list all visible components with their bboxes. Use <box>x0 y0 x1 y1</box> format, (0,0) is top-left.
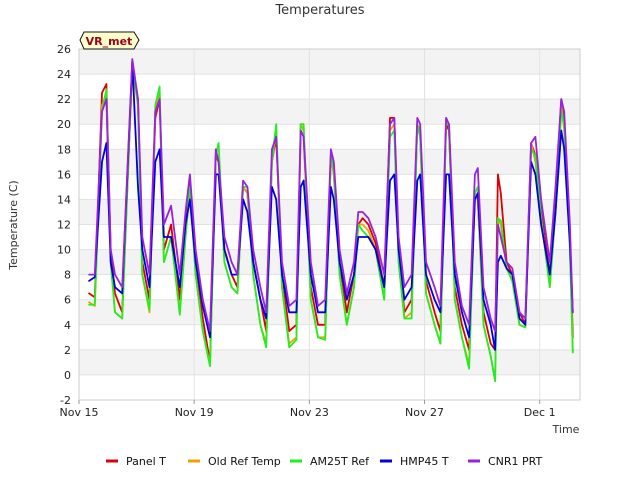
legend-label: HMP45 T <box>400 455 449 468</box>
legend-label: Old Ref Temp <box>208 455 281 468</box>
plot-area-frame <box>78 48 581 401</box>
y-tick-label: 0 <box>64 369 71 382</box>
plot-band <box>79 299 580 325</box>
site-badge-label: VR_met <box>86 35 133 48</box>
legend-item: Panel T <box>106 455 166 468</box>
x-tick-label: Nov 23 <box>290 406 329 419</box>
x-tick-label: Nov 27 <box>405 406 444 419</box>
y-tick-label: -2 <box>60 394 71 407</box>
plot-band <box>79 124 580 150</box>
x-axis-label: Time <box>552 423 580 436</box>
y-tick-label: 6 <box>64 294 71 307</box>
y-tick-label: 10 <box>57 244 71 257</box>
y-tick-label: 18 <box>57 143 71 156</box>
y-tick-label: 12 <box>57 219 71 232</box>
legend-label: AM25T Ref <box>310 455 370 468</box>
plot-band <box>79 374 580 400</box>
series-lines <box>88 58 574 383</box>
plot-band <box>79 349 580 375</box>
legend-label: Panel T <box>126 455 166 468</box>
legend-item: HMP45 T <box>380 455 449 468</box>
series-line-cnr1-prt <box>88 58 574 333</box>
legend-item: CNR1 PRT <box>468 455 543 468</box>
legend-item: Old Ref Temp <box>188 455 281 468</box>
x-tick-label: Dec 1 <box>524 406 556 419</box>
plot-band <box>79 99 580 125</box>
y-tick-label: 24 <box>57 68 71 81</box>
y-axis-label: Temperature (C) <box>7 180 20 270</box>
x-axis-ticks: Nov 15 Nov 19 Nov 23 Nov 27 Dec 1 <box>60 400 556 419</box>
x-tick-label: Nov 19 <box>175 406 214 419</box>
y-tick-label: 20 <box>57 118 71 131</box>
plot-band <box>79 324 580 350</box>
y-tick-label: 26 <box>57 43 71 56</box>
x-tick-label: Nov 15 <box>60 406 99 419</box>
site-badge: VR_met <box>79 31 140 50</box>
y-tick-label: 8 <box>64 269 71 282</box>
legend: Panel T Old Ref Temp AM25T Ref HMP45 T CNR1 … <box>106 455 543 468</box>
y-tick-label: 4 <box>64 319 71 332</box>
plot-band <box>79 74 580 100</box>
y-tick-label: 22 <box>57 93 71 106</box>
y-tick-label: 2 <box>64 344 71 357</box>
y-tick-label: 14 <box>57 193 71 206</box>
legend-item: AM25T Ref <box>290 455 370 468</box>
series-line-hmp45-t <box>88 60 574 351</box>
plot-band <box>79 49 580 75</box>
chart-title: Temperatures <box>274 3 364 18</box>
plot-band <box>79 274 580 300</box>
y-tick-label: 16 <box>57 168 71 181</box>
legend-label: CNR1 PRT <box>488 455 543 468</box>
